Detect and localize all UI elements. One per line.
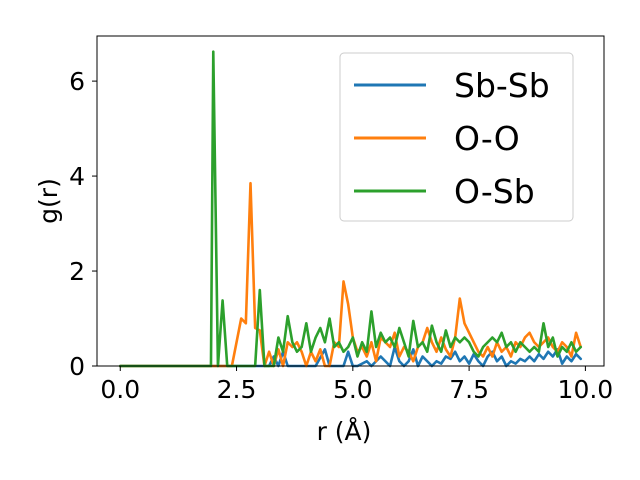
series-line-o-o bbox=[118, 181, 583, 368]
legend-label-sb-sb: Sb-Sb bbox=[454, 66, 550, 105]
x-tick-label: 0.0 bbox=[100, 375, 140, 404]
plot-area bbox=[96, 35, 605, 368]
y-tick-label: 2 bbox=[69, 257, 85, 286]
y-axis-label: g(r) bbox=[34, 178, 63, 224]
legend-box bbox=[339, 52, 574, 222]
legend-label-o-o: O-O bbox=[454, 119, 520, 158]
axes-frame bbox=[96, 35, 605, 367]
x-axis-label: r (Å) bbox=[317, 417, 372, 446]
legend: Sb-Sb O-O O-Sb bbox=[339, 52, 574, 222]
x-axis: 0.0 2.5 5.0 7.5 10.0 bbox=[100, 366, 613, 404]
y-tick-label: 0 bbox=[69, 352, 85, 381]
x-tick-label: 7.5 bbox=[449, 375, 489, 404]
x-tick-label: 10.0 bbox=[558, 375, 614, 404]
y-tick-label: 6 bbox=[69, 67, 85, 96]
y-tick-label: 4 bbox=[69, 162, 85, 191]
legend-label-o-sb: O-Sb bbox=[454, 172, 535, 211]
y-axis: 0 2 4 6 bbox=[69, 67, 97, 381]
x-tick-label: 2.5 bbox=[217, 375, 257, 404]
x-tick-label: 5.0 bbox=[333, 375, 373, 404]
